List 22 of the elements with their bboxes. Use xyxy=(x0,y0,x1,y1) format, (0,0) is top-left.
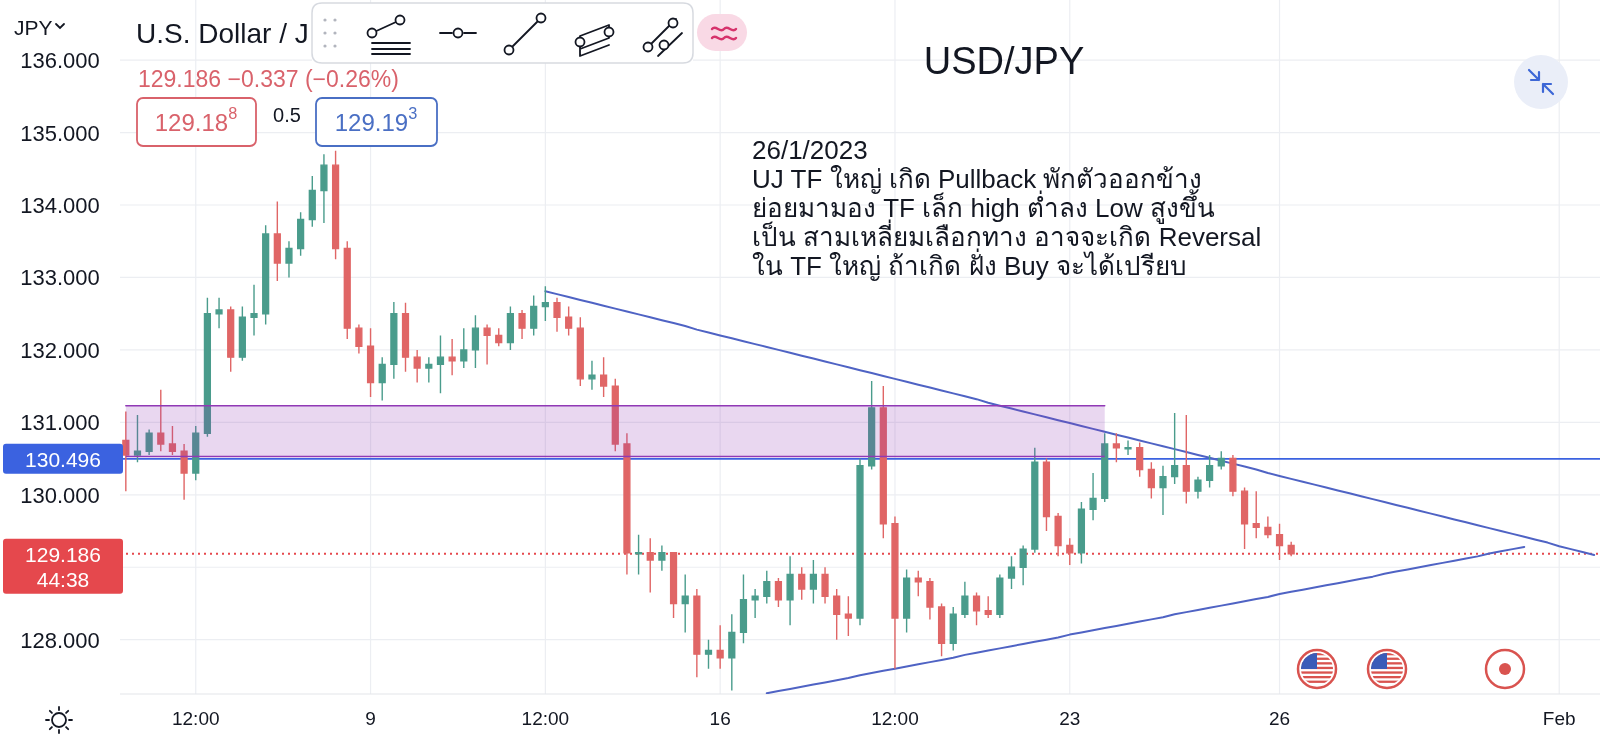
y-tick-label: 132.000 xyxy=(20,337,100,363)
x-tick-label: 16 xyxy=(709,707,731,729)
y-tick-label: 135.000 xyxy=(20,120,100,146)
subtitle: U.S. Dollar / J xyxy=(136,18,309,49)
y-tick-label: 131.000 xyxy=(20,409,100,435)
x-tick-label: 9 xyxy=(365,707,376,729)
ref-line-label: 129.186 44:38 xyxy=(25,542,101,591)
x-tick-label: 12:00 xyxy=(521,707,570,729)
y-tick-label: 134.000 xyxy=(20,192,100,218)
x-tick-label: Feb xyxy=(1542,707,1576,729)
y-tick-label: 130.000 xyxy=(20,482,100,508)
annotation: 129.19$^{3}$ xyxy=(334,104,418,136)
x-tick-label: 23 xyxy=(1059,707,1081,729)
y-tick-label: 136.000 xyxy=(20,47,100,73)
ref-line-label: 130.496 xyxy=(25,447,101,471)
title: USD/JPY xyxy=(923,40,1085,82)
y-tick-label: 133.000 xyxy=(20,264,100,290)
x-tick-label: 12:00 xyxy=(871,707,919,729)
x-tick-label: 26 xyxy=(1268,707,1291,729)
annotation: 129.18$^{8}$ xyxy=(154,104,238,136)
y-tick-label: 128.000 xyxy=(20,627,100,653)
x-tick-label: 12:00 xyxy=(171,707,220,729)
